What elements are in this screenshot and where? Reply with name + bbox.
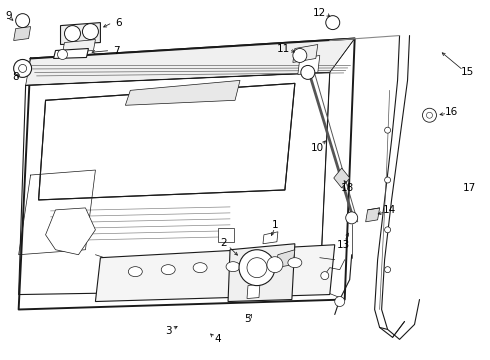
- Polygon shape: [96, 245, 335, 302]
- Text: 6: 6: [115, 18, 122, 28]
- Circle shape: [385, 227, 391, 233]
- Text: 12: 12: [313, 8, 326, 18]
- Polygon shape: [14, 27, 30, 41]
- Ellipse shape: [288, 258, 302, 268]
- Polygon shape: [334, 168, 350, 188]
- Circle shape: [82, 24, 98, 40]
- Circle shape: [293, 49, 307, 62]
- Circle shape: [385, 267, 391, 273]
- Polygon shape: [276, 250, 295, 268]
- Polygon shape: [61, 23, 100, 45]
- Circle shape: [385, 177, 391, 183]
- Circle shape: [301, 66, 315, 80]
- Text: 2: 2: [221, 238, 227, 248]
- Text: 11: 11: [277, 44, 291, 54]
- Circle shape: [426, 112, 433, 118]
- Polygon shape: [247, 284, 260, 298]
- Text: 7: 7: [113, 45, 120, 55]
- Circle shape: [247, 258, 267, 278]
- Text: 13: 13: [337, 240, 350, 250]
- Polygon shape: [53, 49, 89, 58]
- Polygon shape: [63, 40, 96, 53]
- Circle shape: [267, 257, 283, 273]
- Text: 16: 16: [445, 107, 458, 117]
- Polygon shape: [39, 84, 295, 200]
- Text: 8: 8: [12, 72, 19, 82]
- Text: 3: 3: [165, 327, 172, 336]
- Text: 18: 18: [341, 183, 354, 193]
- Ellipse shape: [161, 265, 175, 275]
- Circle shape: [385, 127, 391, 133]
- Circle shape: [19, 64, 26, 72]
- Text: 14: 14: [383, 205, 396, 215]
- Text: 4: 4: [215, 334, 221, 345]
- Text: 5: 5: [245, 314, 251, 324]
- Circle shape: [335, 297, 345, 306]
- Circle shape: [321, 272, 329, 280]
- Text: 10: 10: [311, 143, 324, 153]
- Circle shape: [422, 108, 437, 122]
- Circle shape: [57, 50, 68, 59]
- Polygon shape: [366, 208, 380, 222]
- Circle shape: [239, 250, 275, 285]
- Circle shape: [326, 15, 340, 30]
- Polygon shape: [228, 244, 295, 302]
- Text: 9: 9: [5, 11, 12, 21]
- Polygon shape: [298, 55, 320, 75]
- Circle shape: [65, 26, 80, 41]
- Polygon shape: [46, 208, 96, 255]
- Polygon shape: [263, 232, 278, 244]
- Ellipse shape: [226, 262, 240, 272]
- Circle shape: [346, 212, 358, 224]
- Ellipse shape: [193, 263, 207, 273]
- Ellipse shape: [128, 267, 142, 276]
- Bar: [218, 228, 234, 242]
- Text: 1: 1: [271, 220, 278, 230]
- Ellipse shape: [256, 260, 270, 270]
- Circle shape: [14, 59, 32, 77]
- Polygon shape: [293, 45, 318, 62]
- Polygon shape: [25, 39, 355, 85]
- Text: 17: 17: [463, 183, 476, 193]
- Polygon shape: [125, 80, 240, 105]
- Circle shape: [16, 14, 29, 28]
- Text: 15: 15: [461, 67, 474, 77]
